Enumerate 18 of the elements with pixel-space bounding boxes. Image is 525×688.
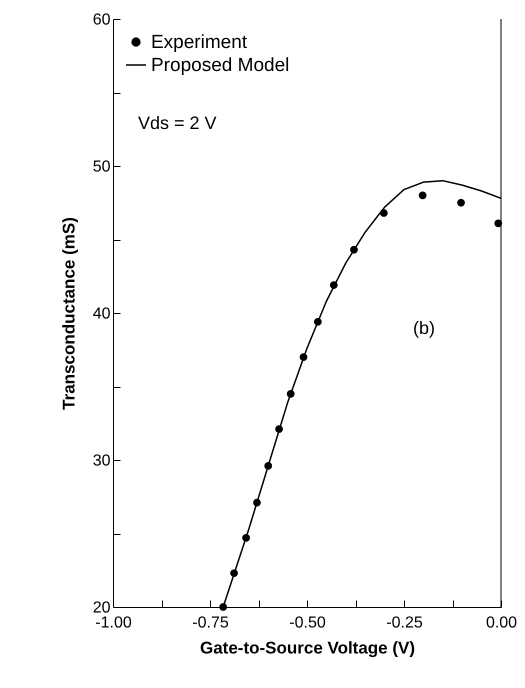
point	[418, 192, 426, 200]
y-tick-label: 50	[92, 158, 111, 176]
y-tick-label: 20	[92, 600, 111, 616]
x-tick-label: 0.00	[486, 614, 518, 632]
y-tick-label: 60	[92, 12, 111, 28]
point	[457, 198, 465, 207]
x-tick-label: -0.50	[289, 614, 326, 632]
legend-label: Experiment	[151, 32, 248, 53]
annotation: Vds = 2 V	[138, 113, 217, 133]
y-tick-label: 30	[92, 452, 111, 470]
y-tick-label: 40	[92, 306, 111, 322]
y-axis-title: Transconductance (mS)	[60, 217, 79, 410]
legend-label: Proposed Model	[151, 55, 290, 76]
annotation: (b)	[413, 318, 435, 338]
x-tick-label: -1.00	[95, 614, 132, 632]
x-axis-title: Gate-to-Source Voltage (V)	[200, 638, 416, 658]
x-tick-label: -0.75	[192, 614, 229, 632]
x-tick-label: -0.25	[386, 614, 423, 632]
